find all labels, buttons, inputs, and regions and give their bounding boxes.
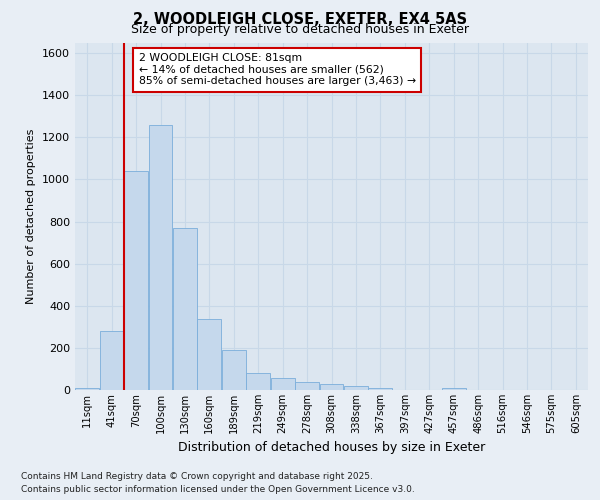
X-axis label: Distribution of detached houses by size in Exeter: Distribution of detached houses by size … [178,442,485,454]
Text: 2, WOODLEIGH CLOSE, EXETER, EX4 5AS: 2, WOODLEIGH CLOSE, EXETER, EX4 5AS [133,12,467,28]
Bar [222,350,246,390]
Bar [75,388,99,390]
Bar [442,388,466,390]
Y-axis label: Number of detached properties: Number of detached properties [26,128,37,304]
Text: Contains public sector information licensed under the Open Government Licence v3: Contains public sector information licen… [21,485,415,494]
Bar [197,320,221,390]
Text: 2 WOODLEIGH CLOSE: 81sqm
← 14% of detached houses are smaller (562)
85% of semi-: 2 WOODLEIGH CLOSE: 81sqm ← 14% of detach… [139,53,416,86]
Bar [100,331,124,390]
Bar [246,373,270,390]
Text: Size of property relative to detached houses in Exeter: Size of property relative to detached ho… [131,24,469,36]
Bar [344,386,368,390]
Bar [271,378,295,390]
Bar [124,171,148,390]
Bar [149,124,172,390]
Bar [368,388,392,390]
Text: Contains HM Land Registry data © Crown copyright and database right 2025.: Contains HM Land Registry data © Crown c… [21,472,373,481]
Bar [173,228,197,390]
Bar [295,382,319,390]
Bar [320,384,343,390]
